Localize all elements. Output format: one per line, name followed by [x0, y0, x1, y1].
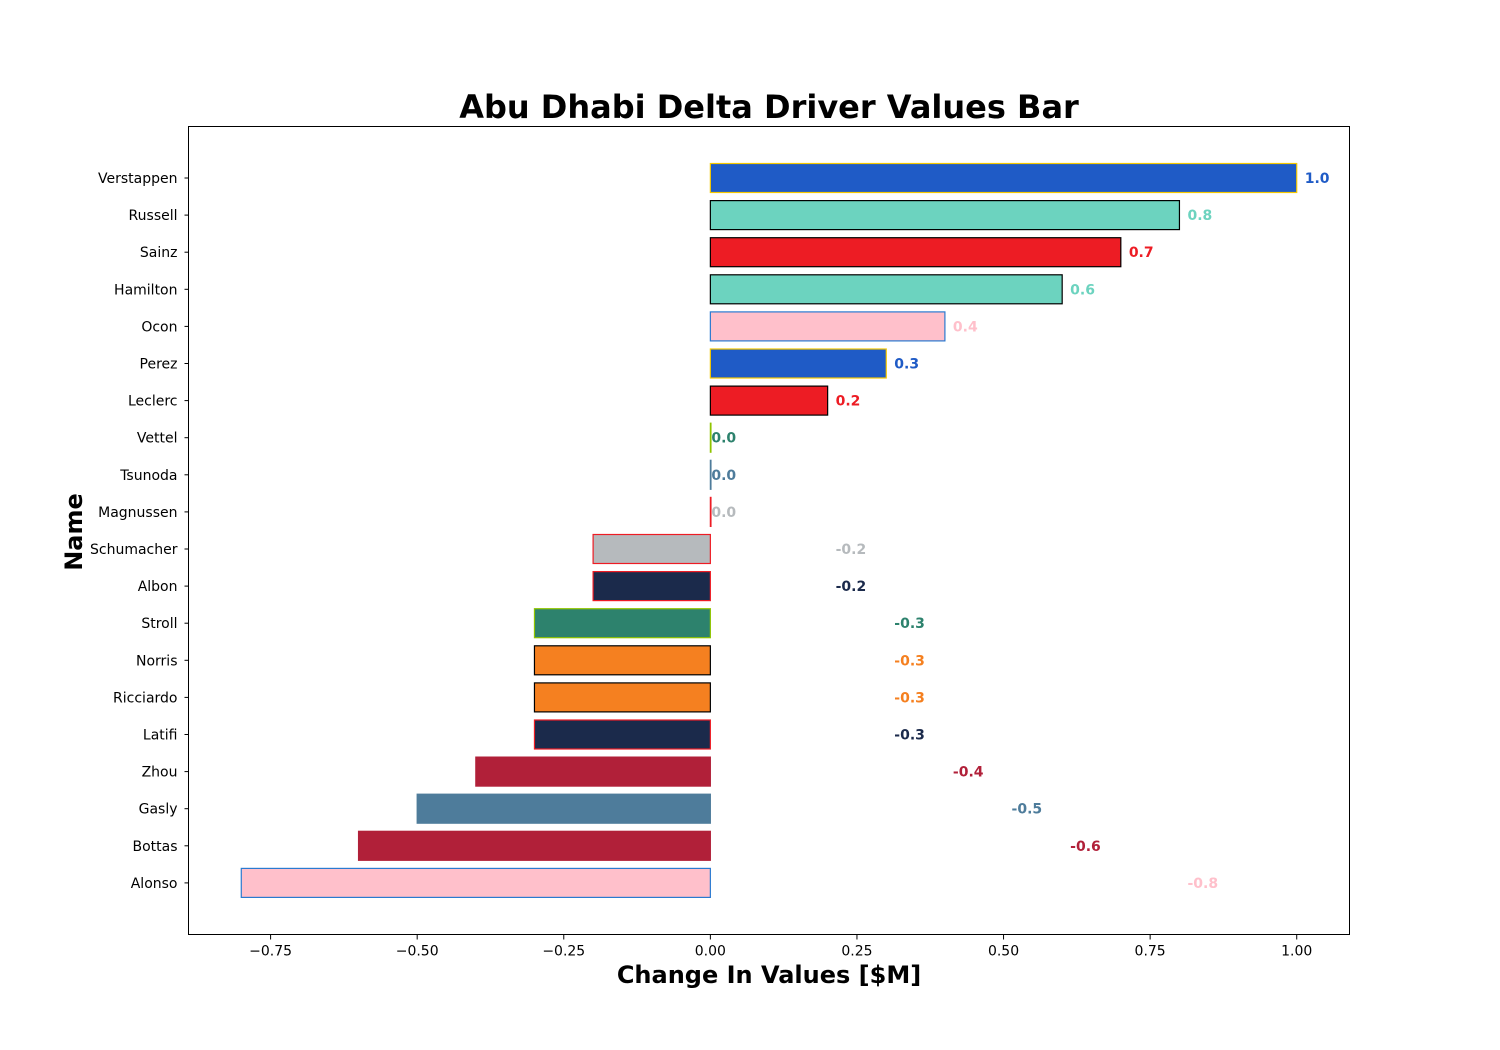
value-label: -0.3 — [894, 728, 925, 744]
bar-vettel — [709, 422, 712, 453]
bar-russell — [709, 200, 1181, 231]
y-tick-label: Gasly — [139, 802, 178, 818]
x-tick-label: −0.75 — [249, 944, 292, 960]
bar-ricciardo — [533, 682, 711, 713]
value-label: 0.2 — [836, 394, 861, 410]
bar-stroll — [533, 608, 711, 639]
bar-sainz — [709, 237, 1122, 268]
x-axis-title: Change In Values [$M] — [617, 961, 921, 989]
bar-magnussen — [709, 496, 712, 527]
y-tick-label: Sainz — [140, 245, 178, 261]
value-label: -0.5 — [1012, 802, 1043, 818]
value-label: 0.0 — [711, 505, 736, 521]
value-label: 0.4 — [953, 319, 978, 335]
value-label: 0.3 — [894, 357, 919, 373]
value-label: 0.8 — [1187, 208, 1212, 224]
y-tick-label: Schumacher — [90, 542, 178, 558]
bars-layer — [240, 162, 1298, 899]
value-label: -0.6 — [1070, 839, 1101, 855]
x-tick-label: 0.75 — [1135, 944, 1166, 960]
bar-alonso — [240, 867, 711, 899]
y-tick-label: Alonso — [131, 876, 178, 892]
value-label: 0.0 — [711, 468, 736, 484]
value-label: -0.8 — [1187, 876, 1218, 892]
bar-norris — [533, 645, 711, 676]
x-tick-label: 0.25 — [841, 944, 872, 960]
x-tick-label: −0.50 — [396, 944, 439, 960]
y-tick-label: Russell — [129, 208, 178, 224]
value-labels: 1.0 0.8 0.7 0.6 0.4 0.3 0.2 0.0 0.0 0.0 -0.2 -0.2 -0… — [711, 171, 1329, 892]
bar-ocon — [709, 311, 946, 342]
bar-schumacher — [592, 533, 711, 565]
y-tick-label: Zhou — [142, 765, 178, 781]
y-tick-label: Perez — [140, 357, 178, 373]
bar-albon — [592, 570, 711, 602]
value-label: 0.0 — [711, 431, 736, 447]
x-tick-label: −0.25 — [542, 944, 585, 960]
y-tick-label: Stroll — [141, 616, 177, 632]
value-label: -0.2 — [836, 579, 867, 595]
y-tick-label: Albon — [138, 579, 178, 595]
value-label: -0.4 — [953, 765, 984, 781]
y-tick-label: Bottas — [132, 839, 177, 855]
x-axis-ticks: −0.75 −0.50 −0.25 0.00 0.25 0.50 0.75 1.00 — [249, 934, 1312, 960]
y-tick-label: Vettel — [137, 431, 178, 447]
value-label: 1.0 — [1305, 171, 1330, 187]
x-tick-label: 1.00 — [1281, 944, 1312, 960]
y-tick-label: Norris — [136, 653, 178, 669]
bar-tsunoda — [709, 459, 712, 490]
bar-verstappen — [709, 162, 1298, 194]
bar-perez — [709, 348, 887, 379]
y-tick-label: Ricciardo — [113, 690, 177, 706]
bar-gasly — [416, 793, 711, 824]
y-tick-label: Ocon — [141, 319, 177, 335]
y-axis-title: Name — [60, 493, 88, 571]
bar-bottas — [357, 830, 711, 861]
value-label: 0.6 — [1070, 282, 1095, 298]
bar-zhou — [475, 756, 711, 787]
plot-frame — [188, 126, 1350, 935]
value-label: -0.2 — [836, 542, 867, 558]
y-tick-label: Magnussen — [98, 505, 177, 521]
bar-leclerc — [709, 385, 829, 416]
value-label: -0.3 — [894, 690, 925, 706]
x-tick-label: 0.00 — [695, 944, 726, 960]
bar-hamilton — [709, 274, 1063, 305]
y-tick-label: Latifi — [143, 728, 178, 744]
y-tick-label: Leclerc — [128, 394, 178, 410]
value-label: 0.7 — [1129, 245, 1154, 261]
y-tick-label: Tsunoda — [119, 468, 177, 484]
y-tick-label: Verstappen — [98, 171, 177, 187]
y-tick-label: Hamilton — [114, 282, 177, 298]
chart-title: Abu Dhabi Delta Driver Values Bar — [459, 88, 1079, 126]
value-label: -0.3 — [894, 616, 925, 632]
y-tick-labels: Verstappen Russell Sainz Hamilton Ocon Perez L… — [90, 171, 189, 892]
x-tick-label: 0.50 — [988, 944, 1019, 960]
value-label: -0.3 — [894, 653, 925, 669]
bar-latifi — [533, 719, 711, 750]
